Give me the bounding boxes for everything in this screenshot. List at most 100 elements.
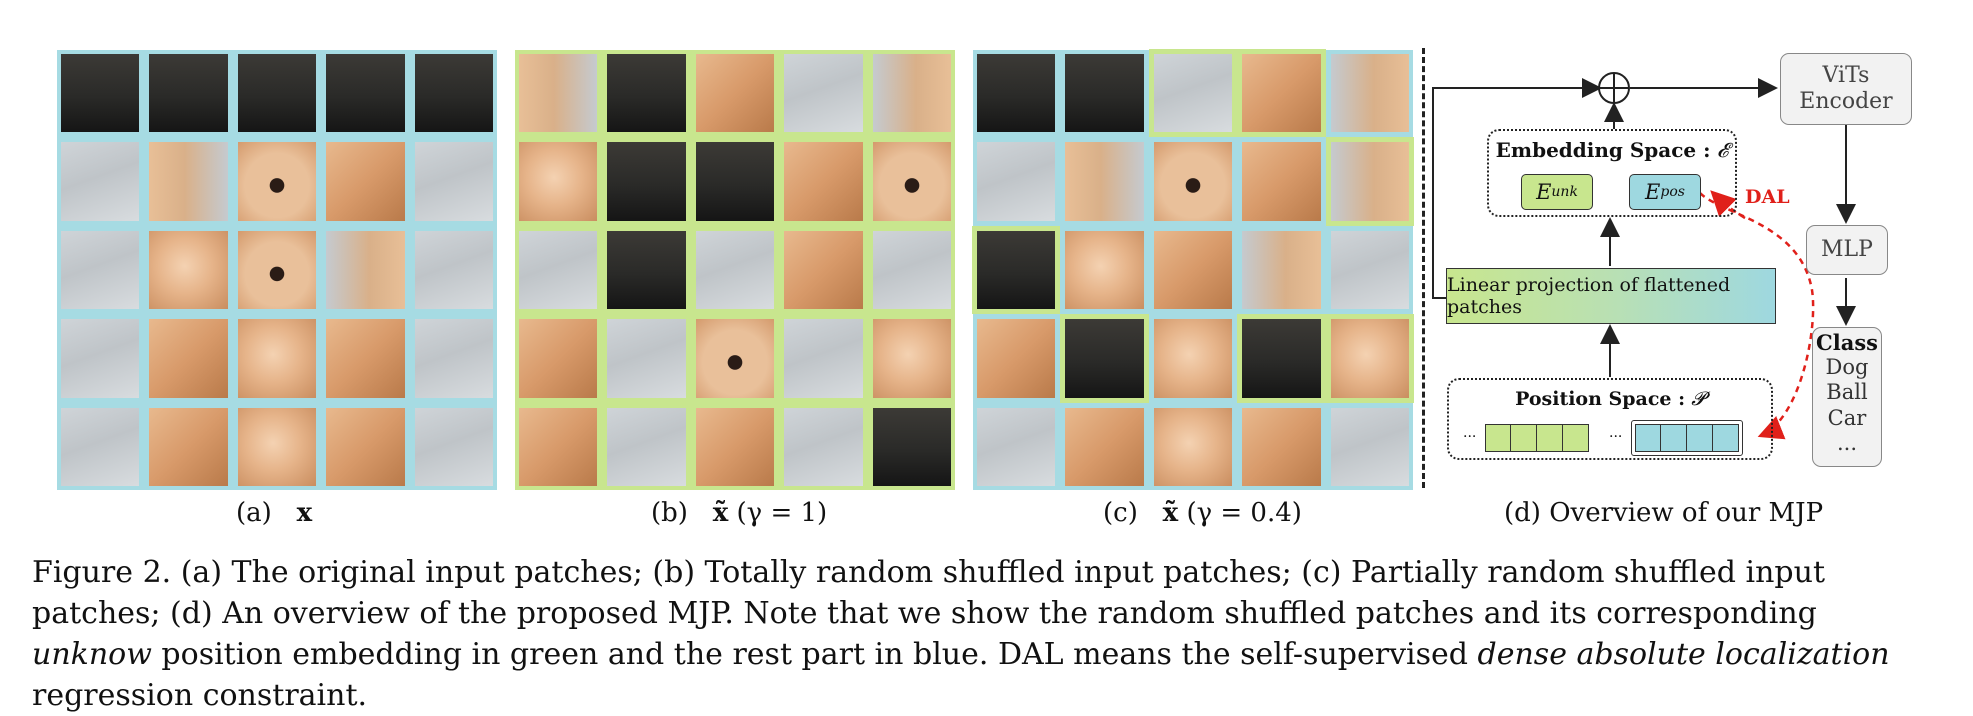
patch-texture	[61, 319, 140, 398]
image-patch	[607, 319, 686, 398]
caption-part-1: Figure 2. (a) The original input patches…	[32, 555, 1825, 631]
image-patch	[1330, 407, 1409, 486]
image-patch	[149, 230, 228, 310]
image-patch	[872, 142, 951, 221]
position-space-title: Position Space :	[1515, 388, 1686, 410]
patch-texture	[872, 230, 951, 310]
patch-texture	[1330, 319, 1409, 398]
patch-texture	[61, 230, 140, 310]
image-patch	[1242, 407, 1321, 486]
image-patch	[1330, 54, 1409, 133]
patch-texture	[607, 407, 686, 486]
e-unk-base: E	[1536, 180, 1552, 204]
patch-texture	[414, 319, 493, 398]
patch-texture	[695, 319, 775, 398]
image-patch	[695, 230, 775, 310]
patch-texture	[326, 407, 405, 486]
image-patch	[326, 142, 405, 221]
image-patch	[1237, 48, 1326, 138]
image-patch	[977, 54, 1056, 133]
image-patch	[1065, 54, 1144, 133]
sublabel-b-letter: (b)	[651, 498, 688, 528]
sublabel-c: (c) x̃ (γ = 0.4)	[1103, 498, 1302, 528]
image-patch	[149, 54, 228, 133]
patch-texture	[784, 54, 863, 133]
patch-texture	[237, 54, 317, 133]
image-patch	[977, 142, 1056, 221]
patch-texture	[1242, 142, 1321, 221]
image-patch	[1153, 319, 1233, 398]
green-token	[1511, 424, 1537, 452]
patch-texture	[519, 407, 598, 486]
image-patch	[237, 407, 317, 486]
green-token	[1563, 424, 1589, 452]
image-patch	[784, 142, 863, 221]
image-patch	[519, 407, 598, 486]
patch-texture	[977, 230, 1056, 310]
patch-texture	[1065, 54, 1144, 133]
image-patch	[872, 407, 951, 486]
image-patch	[237, 230, 317, 310]
e-pos-base: E	[1645, 180, 1661, 204]
patch-texture	[784, 407, 863, 486]
image-patch	[695, 54, 775, 133]
sublabel-b: (b) x̃ (γ = 1)	[651, 498, 827, 528]
patch-texture	[1153, 407, 1233, 486]
sublabel-c-condition: (γ = 0.4)	[1186, 498, 1302, 528]
patch-texture	[326, 142, 405, 221]
image-patch	[784, 407, 863, 486]
image-patch	[237, 54, 317, 133]
image-patch	[519, 230, 598, 310]
image-patch	[61, 230, 140, 310]
image-patch	[872, 319, 951, 398]
image-patch	[1065, 407, 1144, 486]
image-patch	[326, 230, 405, 310]
image-patch	[1242, 142, 1321, 221]
patch-texture	[519, 54, 598, 133]
image-patch	[61, 319, 140, 398]
image-patch	[1060, 314, 1149, 403]
patch-texture	[695, 230, 775, 310]
patch-texture	[784, 142, 863, 221]
patch-texture	[1242, 54, 1321, 133]
patch-texture	[237, 319, 317, 398]
image-patch	[695, 319, 775, 398]
patch-texture	[149, 407, 228, 486]
patch-texture	[149, 54, 228, 133]
image-patch	[607, 54, 686, 133]
sublabel-c-letter: (c)	[1103, 498, 1138, 528]
patch-texture	[1330, 407, 1409, 486]
sublabel-b-symbol: x̃	[712, 498, 729, 528]
patch-texture	[237, 230, 317, 310]
image-patch	[61, 142, 140, 221]
e-unk-sub: unk	[1551, 184, 1578, 200]
patch-grid-a	[61, 54, 493, 486]
patch-texture	[1330, 54, 1409, 133]
image-patch	[695, 407, 775, 486]
patch-texture	[149, 230, 228, 310]
image-patch	[326, 319, 405, 398]
figure-caption: Figure 2. (a) The original input patches…	[32, 552, 1942, 716]
embedding-space-title: Embedding Space :	[1495, 138, 1711, 162]
caption-part-3: regression constraint.	[32, 678, 368, 713]
image-patch	[971, 225, 1061, 315]
patch-texture	[149, 319, 228, 398]
class-title: Class	[1816, 330, 1878, 355]
image-patch	[326, 54, 405, 133]
image-patch	[872, 230, 951, 310]
sublabel-d: (d) Overview of our MJP	[1504, 498, 1824, 528]
panel-b-fully-shuffled	[515, 50, 955, 490]
image-patch	[1153, 407, 1233, 486]
image-patch	[607, 407, 686, 486]
sublabel-b-condition: (γ = 1)	[736, 498, 828, 528]
image-patch	[149, 407, 228, 486]
image-patch	[519, 319, 598, 398]
image-patch	[61, 54, 140, 133]
image-patch	[607, 142, 686, 221]
patch-texture	[61, 142, 140, 221]
patch-texture	[149, 142, 228, 221]
patch-texture	[784, 319, 863, 398]
patch-texture	[519, 319, 598, 398]
